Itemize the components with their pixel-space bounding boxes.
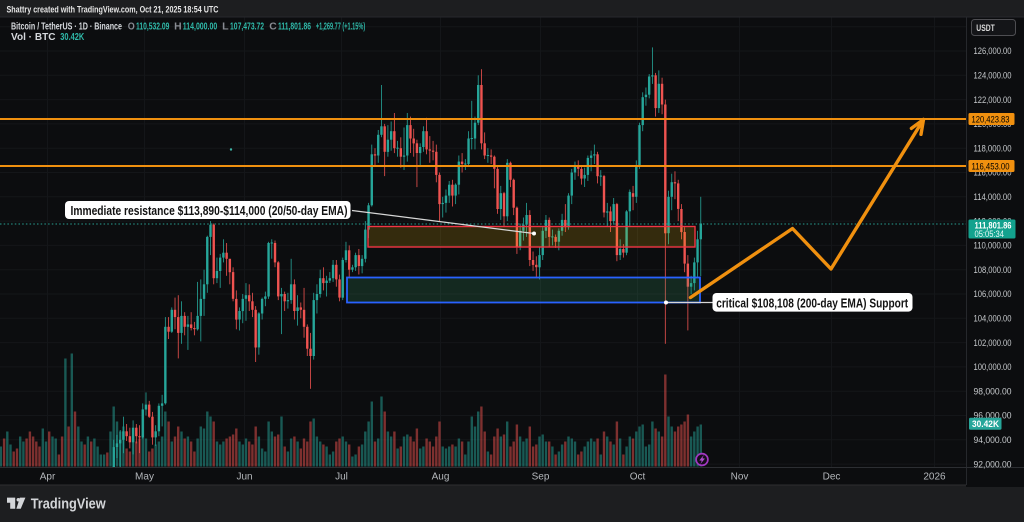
svg-text:critical $108,108 (200-day EMA: critical $108,108 (200-day EMA) Support [716, 295, 909, 310]
svg-text:110,532.09: 110,532.09 [136, 21, 170, 32]
svg-text:111,801.86: 111,801.86 [975, 220, 1012, 231]
svg-text:106,000.00: 106,000.00 [974, 289, 1012, 299]
svg-text:O: O [128, 21, 135, 32]
svg-text:30.42K: 30.42K [60, 32, 85, 43]
svg-text:+1,269.77 (+1.15%): +1,269.77 (+1.15%) [316, 21, 365, 32]
svg-text:116,453.00: 116,453.00 [972, 161, 1010, 171]
svg-text:2026: 2026 [923, 472, 946, 483]
svg-text:116,000.00: 116,000.00 [974, 168, 1012, 178]
svg-text:05:05:34: 05:05:34 [975, 229, 1005, 239]
svg-text:Apr: Apr [40, 472, 56, 483]
svg-text:Shattry created with TradingVi: Shattry created with TradingView.com, Oc… [7, 4, 219, 14]
svg-text:92,000.00: 92,000.00 [974, 459, 1012, 469]
svg-text:111,801.86: 111,801.86 [278, 21, 311, 32]
svg-text:98,000.00: 98,000.00 [974, 386, 1012, 396]
svg-text:C: C [269, 21, 277, 32]
svg-text:108,000.00: 108,000.00 [974, 265, 1012, 275]
svg-text:110,000.00: 110,000.00 [974, 241, 1012, 251]
svg-text:Immediate resistance $113,890-: Immediate resistance $113,890-$114,000 (… [71, 203, 348, 218]
svg-text:Sep: Sep [532, 472, 550, 483]
svg-text:96,000.00: 96,000.00 [974, 411, 1012, 421]
svg-text:Nov: Nov [731, 472, 749, 483]
svg-text:Jun: Jun [236, 472, 252, 483]
svg-text:107,473.72: 107,473.72 [230, 21, 264, 32]
svg-text:100,000.00: 100,000.00 [974, 362, 1012, 372]
svg-text:122,000.00: 122,000.00 [974, 95, 1012, 105]
svg-text:May: May [135, 472, 154, 483]
svg-text:Oct: Oct [630, 472, 646, 483]
svg-text:Jul: Jul [335, 472, 348, 483]
svg-text:H: H [174, 21, 182, 32]
svg-text:118,000.00: 118,000.00 [974, 143, 1012, 153]
svg-text:30.42K: 30.42K [972, 419, 999, 429]
svg-text:L: L [222, 21, 229, 32]
svg-text:102,000.00: 102,000.00 [974, 338, 1012, 348]
svg-text:Vol · BTC: Vol · BTC [11, 32, 56, 43]
svg-text:Dec: Dec [823, 472, 841, 483]
svg-text:120,423.83: 120,423.83 [972, 114, 1010, 124]
svg-text:TradingView: TradingView [31, 496, 106, 513]
svg-text:114,000.00: 114,000.00 [974, 192, 1012, 202]
svg-text:114,000.00: 114,000.00 [183, 21, 218, 32]
svg-text:Bitcoin / TetherUS · 1D · Bina: Bitcoin / TetherUS · 1D · Binance [11, 21, 122, 32]
svg-text:104,000.00: 104,000.00 [974, 314, 1012, 324]
svg-text:Aug: Aug [432, 472, 450, 483]
svg-text:USDT: USDT [976, 23, 995, 34]
svg-text:94,000.00: 94,000.00 [974, 435, 1012, 445]
svg-text:124,000.00: 124,000.00 [974, 71, 1012, 81]
svg-text:126,000.00: 126,000.00 [974, 46, 1012, 56]
